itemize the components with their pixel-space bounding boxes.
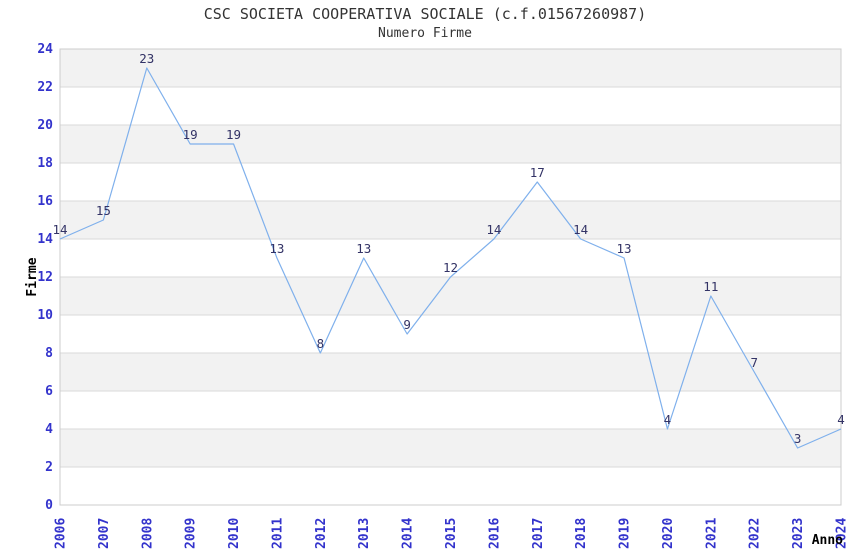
point-label: 9 [403,317,411,332]
series-line [59,67,842,449]
y-tick-label: 12 [37,270,53,285]
x-tick-label: 2012 [314,518,329,549]
point-labels: 14 15 23 19 19 13 8 13 9 12 14 17 14 13 4 11 7 3 4 [52,51,844,446]
y-tick-label: 6 [45,384,53,399]
x-tick-label: 2007 [97,518,112,549]
point-label: 14 [52,222,67,237]
x-axis-title: Anno [812,533,843,548]
x-tick-label: 2018 [574,518,589,549]
x-tick-label: 2024 [835,518,850,549]
y-tick-label: 10 [37,308,53,323]
point-label: 13 [617,241,632,256]
x-tick-label: 2016 [487,518,502,549]
point-label: 3 [794,431,802,446]
chart-title: CSC SOCIETA COOPERATIVA SOCIALE (c.f.015… [203,5,647,23]
x-tick-label: 2006 [54,518,69,549]
point-label: 14 [486,222,501,237]
y-tick-label: 4 [45,422,53,437]
x-tick-label: 2021 [704,518,719,549]
x-tick-label: 2019 [618,518,633,549]
x-tick-label: 2014 [401,518,416,549]
y-tick-label: 16 [37,194,53,209]
point-label: 14 [573,222,588,237]
gridlines [60,86,841,468]
y-tick-label: 2 [45,460,53,475]
point-label: 8 [317,336,325,351]
point-label: 17 [530,165,545,180]
x-tick-label: 2022 [748,518,763,549]
x-tick-label: 2017 [531,518,546,549]
x-tick-label: 2010 [227,518,242,549]
point-label: 4 [837,412,845,427]
point-label: 19 [183,127,198,142]
x-tick-label: 2013 [357,518,372,549]
y-tick-label: 18 [37,156,53,171]
x-tick-label: 2015 [444,518,459,549]
y-tick-label: 22 [37,80,53,95]
point-label: 23 [139,51,154,66]
y-tick-label: 20 [37,118,53,133]
plot-border [59,48,842,506]
y-axis-title: Firme [25,257,40,296]
point-label: 15 [96,203,111,218]
point-label: 7 [750,355,758,370]
point-label: 4 [664,412,672,427]
grid-bands [60,49,841,467]
x-axis-tick-labels: 2006 2007 2008 2009 2010 2011 2012 2013 2014 2015… [54,518,850,549]
x-tick-label: 2023 [791,518,806,549]
x-tick-label: 2009 [184,518,199,549]
point-label: 13 [356,241,371,256]
point-label: 13 [269,241,284,256]
point-label: 11 [703,279,718,294]
y-tick-label: 24 [37,42,53,57]
point-label: 19 [226,127,241,142]
axis-titles: Firme Anno [25,257,843,548]
y-tick-label: 8 [45,346,53,361]
x-tick-label: 2008 [140,518,155,549]
y-tick-label: 0 [45,498,53,513]
point-label: 12 [443,260,458,275]
y-tick-label: 14 [37,232,53,247]
chart-subtitle: Numero Firme [378,26,472,41]
x-tick-label: 2011 [270,518,285,549]
x-tick-label: 2020 [661,518,676,549]
